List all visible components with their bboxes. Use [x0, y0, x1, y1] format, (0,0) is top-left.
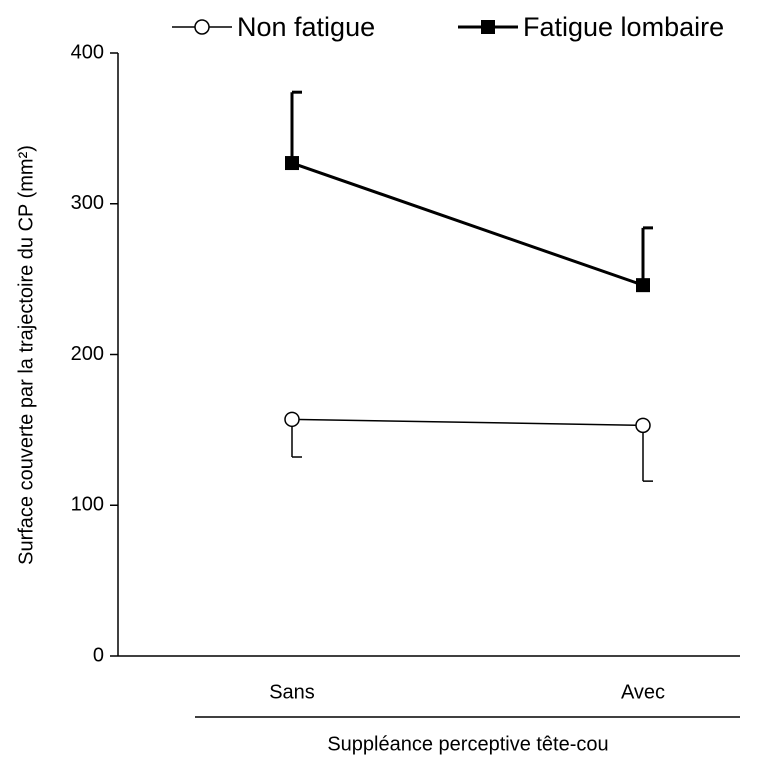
marker — [636, 278, 650, 293]
x-axis-label: Suppléance perceptive tête-cou — [327, 733, 608, 755]
y-tick-label: 0 — [93, 644, 104, 666]
legend-marker — [481, 20, 495, 34]
y-tick-label: 300 — [71, 192, 104, 214]
series-line — [291, 418, 644, 427]
series-line — [291, 161, 644, 287]
y-tick-label: 400 — [71, 41, 104, 63]
marker — [635, 417, 651, 434]
legend legend-label: Non fatigue — [237, 12, 375, 42]
marker — [285, 156, 299, 171]
y-tick-label: 200 — [71, 343, 104, 365]
x-tick-label: Sans — [269, 681, 315, 703]
legend-marker — [194, 19, 210, 35]
marker — [284, 411, 300, 428]
y-axis-label: Surface couverte par la trajectoire du C… — [15, 145, 37, 565]
legend legend-label: Fatigue lombaire — [523, 12, 724, 42]
x-tick-label: Avec — [621, 681, 665, 703]
y-tick-label: 100 — [71, 494, 104, 516]
